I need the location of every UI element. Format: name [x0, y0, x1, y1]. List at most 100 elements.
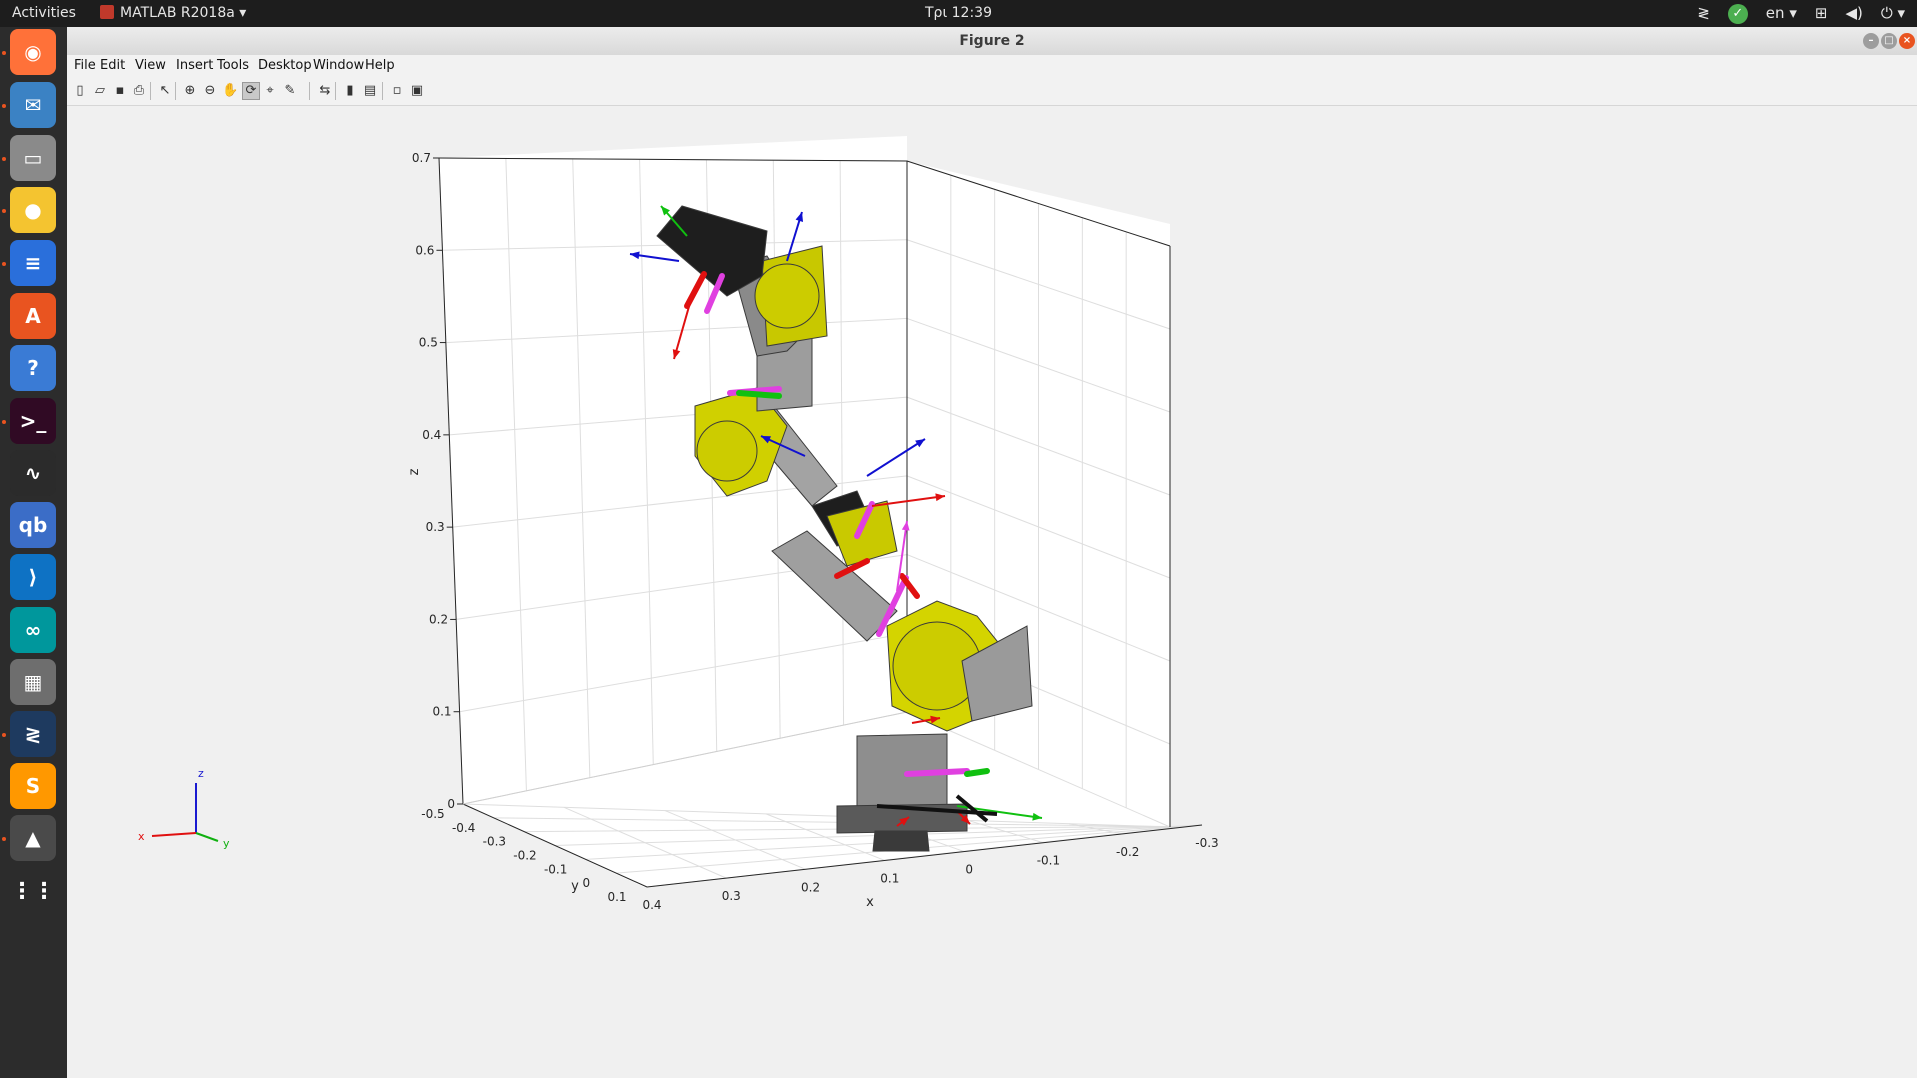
- activities-button[interactable]: Activities: [12, 5, 76, 21]
- menu-help[interactable]: Help: [365, 58, 395, 73]
- zoom-in-icon[interactable]: ⊕: [184, 83, 196, 98]
- thunderbird-icon[interactable]: ✉: [10, 82, 56, 128]
- power-icon[interactable]: ⏻ ▾: [1880, 4, 1905, 22]
- status-check-icon[interactable]: ✓: [1727, 3, 1748, 24]
- clock[interactable]: Τρι 12:39: [925, 5, 992, 21]
- anydesk-icon[interactable]: ≷: [10, 711, 56, 757]
- help-icon[interactable]: ?: [10, 345, 56, 391]
- base-foot: [872, 830, 930, 852]
- open-file-icon[interactable]: ▱: [95, 83, 105, 98]
- menu-bar: File Edit View Insert Tools Desktop Window Help: [67, 55, 1917, 77]
- system-monitor-icon[interactable]: ∿: [10, 450, 56, 496]
- running-indicator: [2, 209, 6, 213]
- data-cursor-icon[interactable]: ⌖: [266, 83, 274, 98]
- zoom-out-icon[interactable]: ⊖: [204, 83, 216, 98]
- dock: ◉ ✉ ▭ ● ≡ A? >_ ∿ qb ⟩ ∞ ▦ ≷ S ▲ ⋮⋮: [0, 27, 67, 1078]
- chevron-down-icon: ▾: [239, 5, 247, 21]
- z-frame-arrow-head: [795, 212, 804, 222]
- axes-box-edge: [462, 711, 908, 805]
- show-apps-icon[interactable]: ⋮⋮: [10, 868, 56, 914]
- writer-icon[interactable]: ≡: [10, 240, 56, 286]
- running-indicator: [2, 420, 6, 424]
- y-tick-label: -0.1: [544, 862, 567, 876]
- lower-servo-body: [961, 625, 1033, 722]
- save-icon[interactable]: ▪: [115, 83, 125, 98]
- firefox-icon[interactable]: ◉: [10, 29, 56, 75]
- x-frame-arrow-head: [899, 817, 909, 826]
- toolbar-separator: [175, 82, 176, 100]
- z-tick-label: 0.3: [426, 520, 445, 534]
- running-indicator: [2, 837, 6, 841]
- menu-window[interactable]: Window: [313, 58, 365, 73]
- x-frame-arrow: [673, 295, 693, 360]
- menu-desktop[interactable]: Desktop: [258, 58, 312, 73]
- edit-plot-icon[interactable]: ↖: [159, 83, 171, 98]
- rotate-3d-icon[interactable]: ⟳: [242, 82, 260, 100]
- joint-axis-arrow: [896, 520, 908, 592]
- menu-tools[interactable]: Tools: [217, 58, 250, 73]
- z-tick-label: 0.6: [415, 243, 434, 257]
- system-tray[interactable]: ≷ ✓ en ▾ ⊞ ◀) ⏻ ▾: [1697, 0, 1905, 27]
- colorbar-icon[interactable]: ▮: [346, 83, 354, 98]
- joint-pin: [904, 768, 970, 777]
- close-icon[interactable]: ×: [1899, 33, 1915, 49]
- y-tick-label: -0.3: [483, 835, 506, 849]
- terminal-icon[interactable]: >_: [10, 398, 56, 444]
- triad-z-label: z: [198, 767, 204, 780]
- rhythmbox-icon[interactable]: ●: [10, 187, 56, 233]
- y-tick-label: 0: [583, 876, 591, 890]
- axes-labels: 0 0.1 0.2 0.3 0.4 0.5 0.6 0.7 -0.5 -0.4 -0.3 -0.2 -0…: [407, 151, 1219, 912]
- language-label: en: [1765, 4, 1785, 22]
- toolbar-separator: [382, 82, 383, 100]
- sublime-icon[interactable]: S: [10, 763, 56, 809]
- window-titlebar[interactable]: Figure 2 – □ ×: [67, 27, 1917, 56]
- menu-edit[interactable]: Edit: [100, 58, 126, 73]
- software-center-icon[interactable]: A: [10, 293, 56, 339]
- arduino-icon[interactable]: ∞: [10, 607, 56, 653]
- z-frame-arrow-head: [630, 251, 640, 260]
- figure-canvas[interactable]: 0 0.1 0.2 0.3 0.4 0.5 0.6 0.7 -0.5 -0.4 -0.3 -0.2 -0…: [67, 106, 1917, 1078]
- running-indicator: [2, 733, 6, 737]
- link-plot-icon[interactable]: ⇆: [319, 83, 331, 98]
- qbittorrent-icon[interactable]: qb: [10, 502, 56, 548]
- volume-icon[interactable]: ◀): [1845, 4, 1863, 22]
- joint-pin: [854, 501, 875, 539]
- maximize-icon[interactable]: □: [1881, 33, 1897, 49]
- joint-pin: [964, 768, 990, 777]
- figure-toolbar: ▯ ▱ ▪ ⎙ ↖ ⊕ ⊖ ✋ ⟳ ⌖ ✎ ⇆ ▮ ▤ ▫ ▣: [67, 77, 1917, 106]
- hide-plot-tools-icon[interactable]: ▫: [392, 83, 402, 98]
- z-frame-arrow: [866, 438, 926, 477]
- top-bar: Activities MATLAB R2018a ▾ Τρι 12:39 ≷ ✓…: [0, 0, 1917, 27]
- joint-pin: [704, 273, 725, 314]
- show-plot-tools-icon[interactable]: ▣: [410, 83, 424, 98]
- x-frame-arrow-head: [672, 349, 681, 359]
- legend-icon[interactable]: ▤: [363, 83, 377, 98]
- menu-view[interactable]: View: [135, 58, 166, 73]
- brush-icon[interactable]: ✎: [284, 83, 296, 98]
- pan-icon[interactable]: ✋: [222, 83, 239, 98]
- files-icon[interactable]: ▭: [10, 135, 56, 181]
- joint-axis-arrow-head: [901, 521, 910, 531]
- minimize-icon[interactable]: –: [1863, 33, 1879, 49]
- language-indicator[interactable]: en ▾: [1765, 4, 1797, 22]
- calculator-icon[interactable]: ▦: [10, 659, 56, 705]
- vscode-icon[interactable]: ⟩: [10, 554, 56, 600]
- new-figure-icon[interactable]: ▯: [76, 83, 84, 98]
- axes-box-bottom-edge: [462, 803, 1203, 888]
- axes-3d[interactable]: 0 0.1 0.2 0.3 0.4 0.5 0.6 0.7 -0.5 -0.4 -0.3 -0.2 -0…: [67, 106, 1917, 1078]
- menu-file[interactable]: File: [74, 58, 96, 73]
- app-menu[interactable]: MATLAB R2018a ▾: [100, 0, 246, 27]
- y-tick-label: -0.2: [513, 849, 536, 863]
- matlab-icon[interactable]: ▲: [10, 815, 56, 861]
- print-icon[interactable]: ⎙: [133, 83, 145, 98]
- x-tick-label: -0.3: [1195, 836, 1218, 850]
- back-wall-grid-line: [449, 396, 908, 436]
- robot-model[interactable]: [629, 205, 1043, 852]
- menu-insert[interactable]: Insert: [176, 58, 214, 73]
- base-frame-line: [955, 794, 989, 823]
- z-frame-arrow-head: [761, 436, 771, 444]
- z-tick-label: 0: [447, 797, 455, 811]
- network-icon[interactable]: ⊞: [1814, 4, 1828, 22]
- anydesk-tray-icon[interactable]: ≷: [1697, 4, 1710, 22]
- triad-x-axis: [151, 832, 197, 837]
